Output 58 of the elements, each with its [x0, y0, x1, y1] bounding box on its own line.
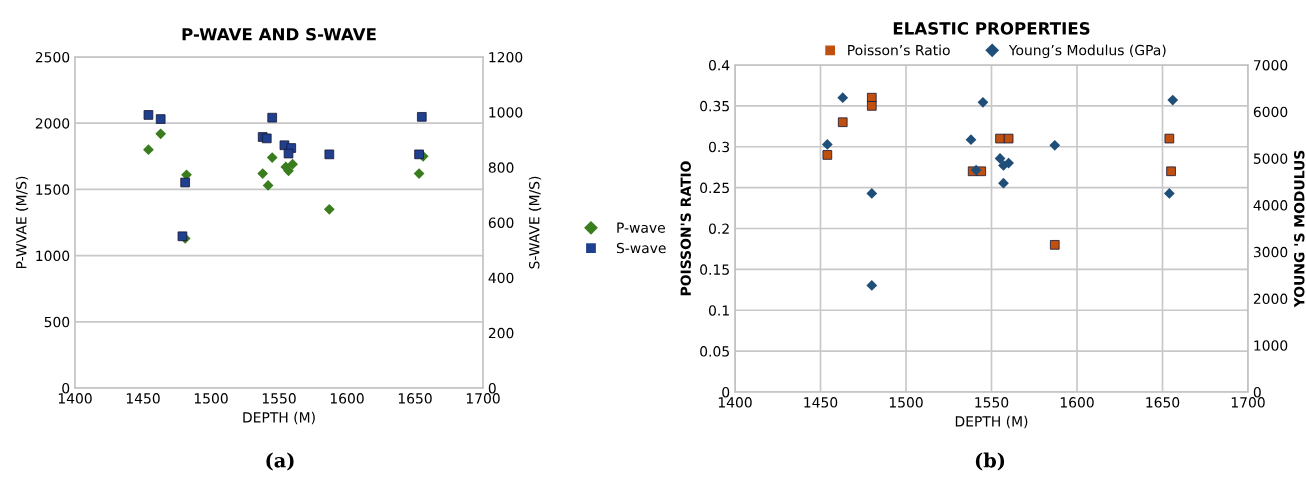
- x-tick-label: 1550: [262, 393, 296, 404]
- y-tick-label: 0.25: [700, 182, 729, 194]
- chart-title: P-WAVE AND S-WAVE: [182, 27, 376, 41]
- y-axis-title: POISSON'S RATIO: [680, 161, 691, 296]
- legend-label: Poisson’s Ratio: [848, 44, 950, 56]
- x-tick-label: 1450: [126, 393, 160, 404]
- legend-label: P-wave: [617, 222, 665, 233]
- y2-tick-label: 2000: [1253, 293, 1288, 305]
- y-tick-label: 2500: [35, 51, 70, 63]
- x-tick-label: 1650: [398, 393, 432, 404]
- y-tick-label: 0.1: [708, 305, 729, 316]
- y-tick-label: 0.15: [700, 264, 729, 275]
- y2-tick-label: 6000: [1253, 106, 1288, 118]
- y2-tick-label: 0: [488, 382, 496, 394]
- text: (b): [975, 452, 1005, 471]
- x-tick-label: 1650: [1146, 397, 1180, 408]
- y2-tick-label: 1200: [489, 51, 523, 63]
- x-axis-title: DEPTH (M): [955, 415, 1028, 429]
- y-tick-label: 0.05: [700, 346, 729, 357]
- y-tick-label: 0.35: [700, 100, 729, 112]
- y2-axis-title: S-WAVE (M/S): [528, 176, 542, 269]
- y-tick-label: 0: [62, 382, 70, 394]
- y2-tick-label: 0: [1253, 386, 1261, 398]
- y2-tick-label: 200: [488, 327, 514, 339]
- y-tick-label: 500: [44, 316, 70, 328]
- x-axis-title: DEPTH (M): [243, 411, 315, 425]
- y-tick-label: 2000: [35, 118, 70, 129]
- x-tick-label: 1600: [330, 393, 364, 404]
- y2-tick-label: 600: [488, 217, 514, 228]
- y2-tick-label: 4000: [1253, 200, 1288, 211]
- y-tick-label: 0: [722, 386, 730, 398]
- legend-label: S-wave: [616, 242, 666, 254]
- y-tick-label: 0.2: [708, 223, 729, 234]
- y-tick-label: 0.3: [708, 141, 730, 153]
- y-tick-label: 1500: [36, 184, 70, 195]
- y-tick-label: 1000: [36, 250, 70, 262]
- chart-title: ELASTIC PROPERTIES: [893, 22, 1090, 35]
- legend-label: Young’s Modulus (GPa): [1008, 44, 1166, 59]
- x-tick-label: 1700: [466, 393, 500, 404]
- y-axis-title: P-WVAE (M/S): [15, 176, 29, 269]
- y2-tick-label: 3000: [1253, 246, 1288, 258]
- y2-axis-title: YOUNG 'S MODULUS: [1294, 150, 1305, 308]
- y2-tick-label: 7000: [1254, 59, 1288, 71]
- x-tick-label: 1550: [975, 397, 1009, 408]
- x-tick-label: 1400: [718, 397, 752, 408]
- y2-tick-label: 5000: [1253, 153, 1288, 164]
- x-tick-label: 1600: [1060, 397, 1094, 408]
- y-tick-label: 0.4: [708, 59, 730, 71]
- x-tick-label: 1450: [804, 397, 838, 408]
- x-tick-label: 1500: [194, 393, 228, 404]
- y2-tick-label: 1000: [489, 107, 523, 118]
- x-tick-label: 1700: [1231, 397, 1265, 408]
- y2-tick-label: 1000: [1254, 340, 1288, 351]
- text: (a): [266, 452, 294, 471]
- y2-tick-label: 800: [488, 162, 514, 173]
- y2-tick-label: 400: [488, 272, 514, 284]
- x-tick-label: 1500: [889, 397, 923, 408]
- x-tick-label: 1400: [58, 393, 92, 404]
